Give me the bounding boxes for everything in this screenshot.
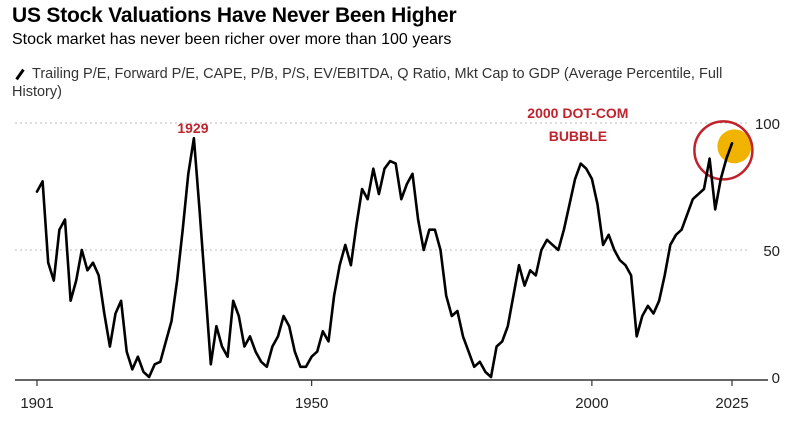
y-tick-label: 50 (763, 243, 780, 260)
grid-lines (15, 122, 748, 251)
annotation-label: 1929 (177, 120, 208, 136)
annotations: 1929 2000 DOT-COM BUBBLE (177, 105, 628, 144)
chart-subtitle: Stock market has never been richer over … (12, 31, 452, 48)
x-tick-label: 1901 (20, 395, 53, 412)
series-lines (35, 136, 734, 379)
x-axis (15, 379, 768, 386)
x-tick-label: 2025 (715, 395, 748, 412)
highlight-fill (717, 129, 752, 164)
highlight-marker (693, 120, 754, 181)
x-tick-label: 1950 (295, 395, 328, 412)
y-tick-label: 0 (772, 370, 780, 387)
y-tick-label: 100 (755, 116, 780, 133)
chart-title: US Stock Valuations Have Never Been High… (12, 4, 457, 27)
legend-label: Trailing P/E, Forward P/E, CAPE, P/B, P/… (12, 66, 723, 100)
legend: Trailing P/E, Forward P/E, CAPE, P/B, P/… (12, 65, 742, 101)
tick-labels: 0 50 100 1901 1950 2000 2025 (20, 116, 780, 412)
highlight-ring (693, 120, 754, 181)
series-line (35, 136, 734, 379)
x-tick-label: 2000 (575, 395, 608, 412)
annotation-label: BUBBLE (549, 128, 607, 144)
annotation-label: 2000 DOT-COM (527, 105, 628, 121)
